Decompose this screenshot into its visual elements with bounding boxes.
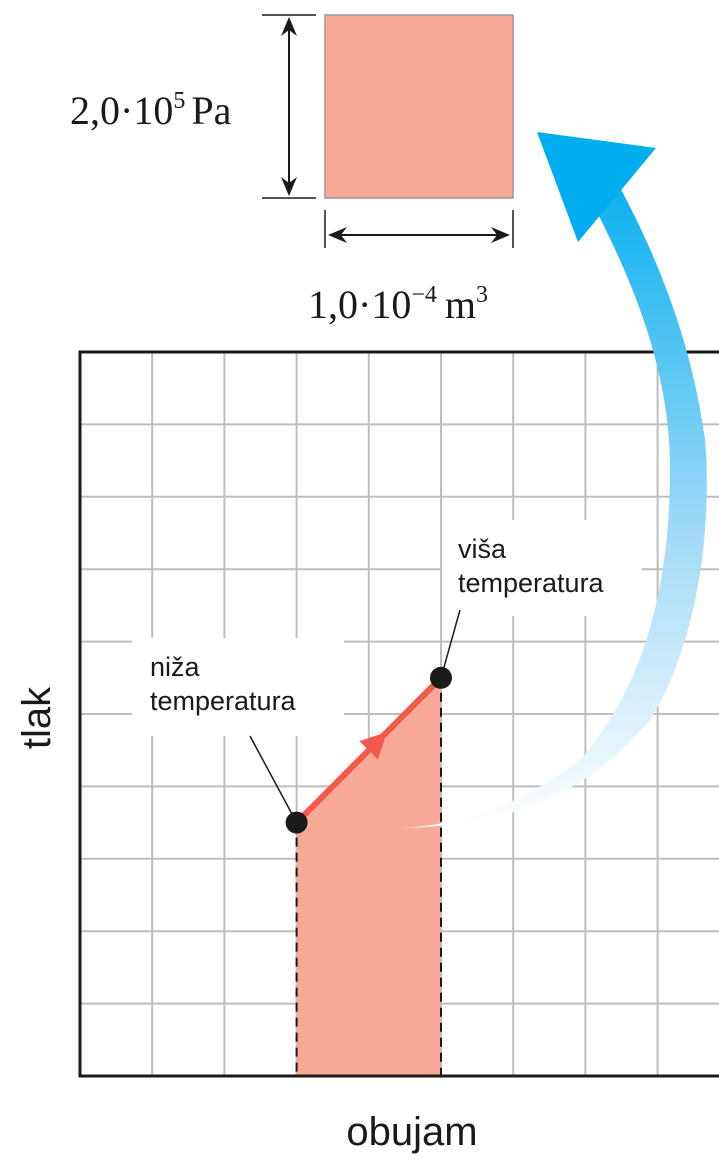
curved-arrow-body bbox=[403, 160, 707, 828]
pressure-label: 2,0·105 Pa bbox=[70, 88, 232, 133]
point-lower-temperature bbox=[285, 811, 308, 834]
annotation-lower-temperature: niža bbox=[150, 652, 201, 682]
annotation-higher-temperature: viša bbox=[458, 534, 507, 564]
annotation-higher-temperature: temperatura bbox=[458, 568, 605, 598]
arrow-head-icon bbox=[359, 731, 388, 760]
unit-square bbox=[324, 14, 514, 199]
point-higher-temperature bbox=[430, 666, 452, 689]
annotation-leader-line bbox=[440, 609, 461, 679]
unit-square-group: 2,0·105 Pa 1,0·10−4 m3 bbox=[70, 14, 514, 327]
volume-arrowhead-right bbox=[491, 227, 510, 243]
dashed-verticals bbox=[295, 677, 442, 1076]
y-axis-label: tlak bbox=[15, 686, 59, 749]
chart-frame bbox=[78, 350, 719, 1078]
x-axis-label: obujam bbox=[346, 1110, 477, 1154]
pressure-arrowhead-up bbox=[281, 17, 297, 36]
curved-arrow-icon bbox=[403, 132, 707, 828]
annotation-box bbox=[132, 638, 344, 736]
annotation-lower-temperature: temperatura bbox=[150, 686, 297, 716]
annotation-box bbox=[442, 520, 642, 616]
volume-arrowhead-left bbox=[328, 227, 347, 243]
annotations: niža temperatura viša temperatura bbox=[132, 520, 642, 823]
pressure-arrowhead-down bbox=[281, 177, 297, 196]
work-area bbox=[296, 677, 441, 1076]
annotation-leader-line bbox=[249, 735, 298, 823]
volume-label: 1,0·10−4 m3 bbox=[308, 282, 488, 327]
curved-arrow-head bbox=[537, 132, 656, 242]
